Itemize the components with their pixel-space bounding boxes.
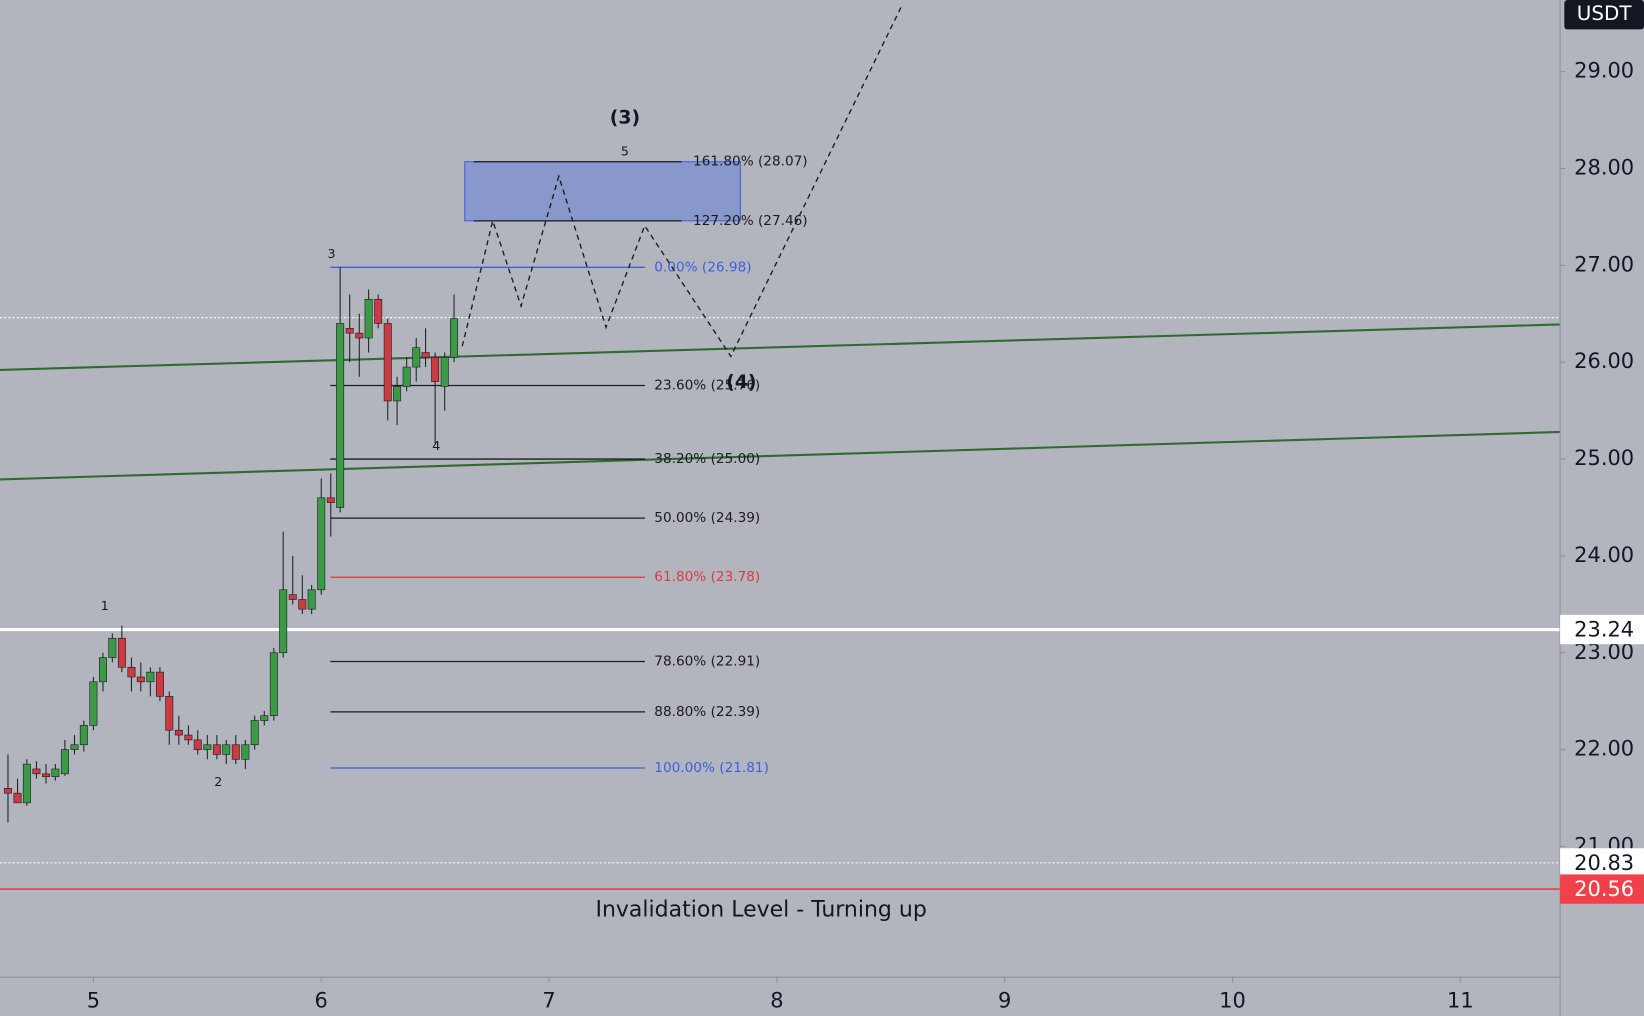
plot-area: 0.00% (26.98) 23.60% (25.76) 38.20% (25.00… [0,5,1561,922]
trendline [0,323,1561,372]
candle-body [345,328,354,334]
candle-body [402,366,411,387]
currency: USDT [1577,2,1633,25]
candle-body [212,744,221,755]
candle-body [165,696,174,731]
candle-body [155,671,164,697]
fib-label: 78.60% (22.91) [654,653,760,669]
price-badge-label: 23.24 [1574,618,1634,642]
annotation: 1 [101,598,109,613]
candle-body [89,681,98,726]
candle-body [336,323,345,508]
annotation: 5 [621,144,629,159]
candle-body [364,298,373,339]
candle-body [307,589,316,610]
candle-body [241,744,250,760]
candle-body [231,744,240,760]
trendline [0,430,1561,481]
annotation: 3 [327,246,335,261]
y-tick-label: 25.00 [1574,446,1634,470]
candle-body [146,671,155,683]
price-badge [1560,614,1644,645]
y-tick-label: 26.00 [1574,349,1634,373]
fib-label: 50.00% (24.39) [654,510,760,526]
x-tick-label: 9 [998,988,1011,1012]
annotation: (3) [610,107,640,129]
target-zone [464,161,741,222]
candle-body [117,637,126,668]
candle-body [98,657,107,683]
x-tick-label: 10 [1219,988,1246,1012]
x-tick-label: 5 [87,988,100,1012]
y-tick-label: 28.00 [1574,156,1634,180]
fib-label: 100.00% (21.81) [654,760,769,776]
candle-body [222,744,231,755]
fib-label: 38.20% (25.00) [654,451,760,467]
fib-label: 0.00% (26.98) [654,259,751,275]
candle-body [79,725,88,746]
fib-label: 88.80% (22.39) [654,704,760,720]
candle-body [412,347,421,368]
annotation: Invalidation Level - Turning up [595,897,926,922]
candle-body [42,773,51,778]
annotation: 4 [432,438,440,453]
candle-body [374,298,383,324]
candle-body [317,497,326,591]
candle-body [260,715,269,721]
candle-body [431,357,440,382]
candle-body [421,352,430,358]
candle-body [174,729,183,736]
candle-body [440,357,449,387]
fib-label: 161.80% (28.07) [693,154,808,170]
candle-body [269,652,278,717]
candle-body [51,768,60,778]
price-badge [1560,848,1644,878]
candle-body [203,744,212,750]
candle-body [60,749,69,775]
currency-badge [1564,0,1644,30]
candle-body [13,792,22,804]
candle-body [136,676,145,683]
candle-body [250,720,259,746]
price-badge-label: 20.56 [1574,877,1634,901]
x-tick-label: 8 [770,988,783,1012]
x-tick-label: 7 [542,988,555,1012]
x-tick-label: 11 [1447,988,1474,1012]
candle-body [288,594,297,600]
candle-body [355,332,364,339]
y-tick-label: 24.00 [1574,543,1634,567]
candle-body [279,589,288,654]
fib-label: 23.60% (25.76) [654,377,760,393]
candle-body [393,386,402,402]
fib-label: 61.80% (23.78) [654,569,760,585]
candle-body [70,744,79,750]
projection-path [461,5,903,358]
candle-body [3,788,12,794]
y-tick-label: 29.00 [1574,59,1634,83]
annotation: 2 [214,774,222,789]
annotation: (4) [726,371,756,393]
candle-body [298,599,307,610]
candle-body [193,739,202,750]
candle-body [108,637,117,658]
candle-body [32,768,41,775]
candle-body [383,323,392,402]
candle-body [22,763,31,804]
candle-body [326,497,335,503]
candle-body [184,734,193,741]
y-tick-label: 22.00 [1574,737,1634,761]
price-badge-label: 20.83 [1574,851,1634,875]
y-tick-label: 27.00 [1574,252,1634,276]
price-badge [1560,874,1644,904]
candle-body [450,318,459,358]
candle-body [127,666,136,678]
fib-label: 127.20% (27.46) [693,213,808,229]
x-tick-label: 6 [315,988,328,1012]
